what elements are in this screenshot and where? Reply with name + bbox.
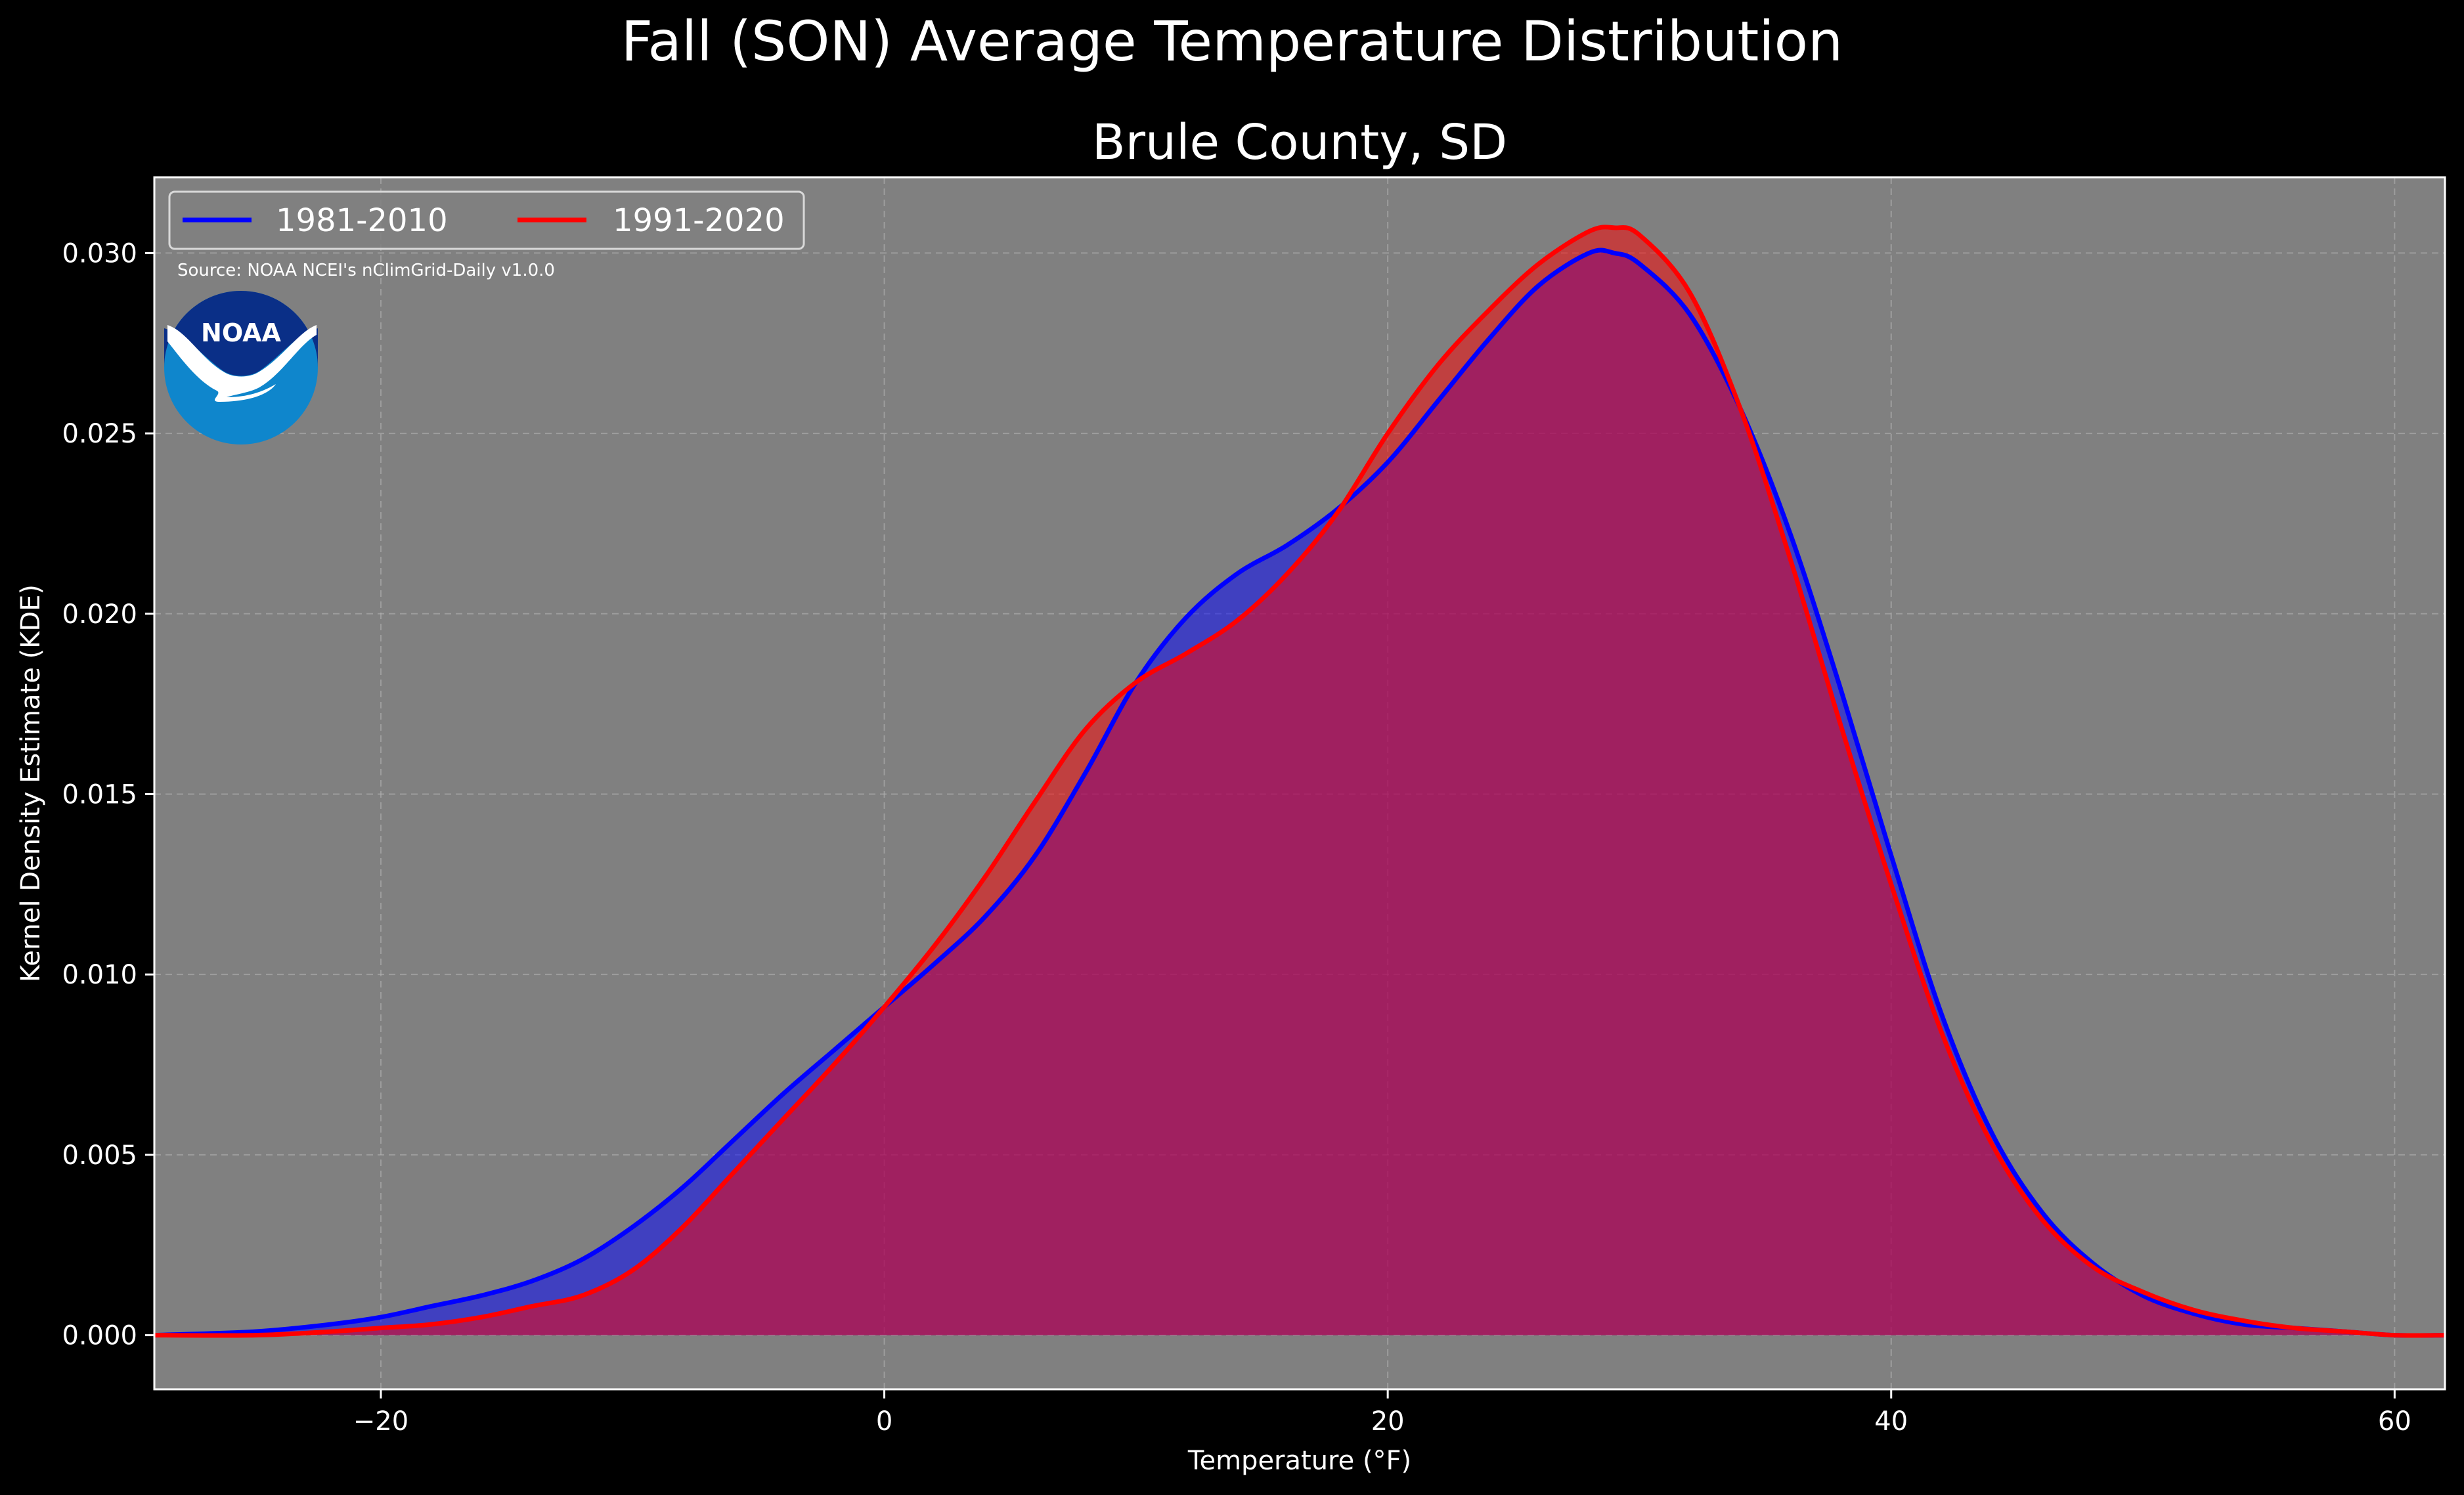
density-areas: [154, 227, 2445, 1335]
legend: 1981-2010 1991-2020: [168, 190, 805, 250]
x-axis-label: Temperature (°F): [1187, 1446, 1411, 1476]
y-tick-label: 0.025: [62, 419, 137, 449]
chart-subtitle: Brule County, SD: [1092, 114, 1507, 171]
legend-box: [168, 190, 805, 250]
y-tick-label: 0.015: [62, 779, 137, 810]
x-axis-ticks: −20 0 20 40 60: [353, 1389, 2411, 1437]
density-line-1981-2010: [154, 248, 2446, 1338]
x-tick-label: 40: [1874, 1406, 1908, 1437]
y-tick-label: 0.030: [62, 238, 137, 269]
noaa-logo-top: [164, 291, 318, 376]
legend-label-1991-2020: 1991-2020: [613, 202, 785, 239]
y-tick-label: 0.000: [62, 1321, 137, 1351]
y-axis-ticks: 0.000 0.005 0.010 0.015 0.020 0.025 0.030: [62, 238, 154, 1351]
y-tick-label: 0.010: [62, 960, 137, 990]
y-axis-label: Kernel Density Estimate (KDE): [16, 584, 46, 982]
plot-border: [153, 176, 2446, 1391]
x-tick-label: −20: [353, 1406, 408, 1437]
density-lines: [154, 225, 2446, 1338]
noaa-logo: NOAA: [164, 291, 318, 444]
legend-label-1981-2010: 1981-2010: [276, 202, 448, 239]
seagull-icon: [167, 325, 317, 402]
density-area-1991-2020: [154, 227, 2445, 1335]
density-line-1991-2020: [154, 225, 2446, 1338]
x-tick-label: 60: [2378, 1406, 2411, 1437]
y-tick-label: 0.005: [62, 1140, 137, 1171]
source-note: Source: NOAA NCEI's nClimGrid-Daily v1.0…: [177, 261, 555, 280]
x-tick-label: 20: [1371, 1406, 1405, 1437]
x-tick-label: 0: [876, 1406, 892, 1437]
noaa-logo-text: NOAA: [201, 318, 281, 347]
figure-title: Fall (SON) Average Temperature Distribut…: [621, 9, 1843, 74]
y-tick-label: 0.020: [62, 599, 137, 630]
